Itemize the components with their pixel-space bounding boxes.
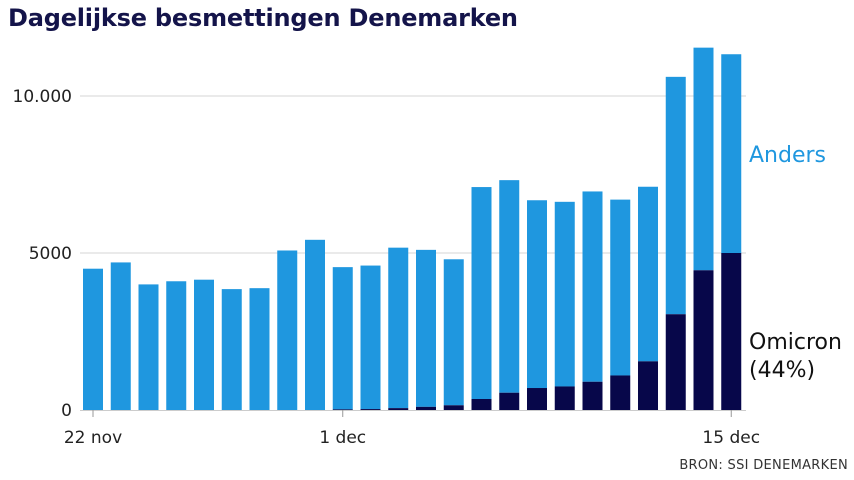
- y-tick-label: 5000: [29, 244, 72, 264]
- bar-anders: [277, 250, 298, 410]
- bar-omicron: [388, 408, 409, 410]
- bar-anders: [166, 281, 187, 410]
- bar-anders: [388, 247, 409, 409]
- bar-anders: [138, 284, 159, 410]
- bar-anders: [416, 249, 436, 407]
- bar-anders: [721, 54, 742, 253]
- bar-anders: [332, 267, 353, 410]
- bar-omicron: [665, 314, 686, 410]
- bar-omicron: [471, 399, 492, 410]
- bar-anders: [443, 259, 464, 406]
- chart-title: Dagelijkse besmettingen Denemarken: [8, 4, 518, 32]
- x-tick-label: 15 dec: [702, 428, 760, 448]
- bar-anders: [249, 288, 270, 410]
- bar-anders: [83, 268, 103, 410]
- bar-omicron: [693, 270, 714, 410]
- bar-anders: [665, 76, 686, 315]
- bars: [83, 47, 742, 410]
- bar-anders: [221, 289, 242, 410]
- bar-anders: [638, 186, 658, 362]
- y-tick-label: 0: [61, 401, 72, 421]
- bar-omicron: [527, 388, 547, 410]
- series-labels: Anders Omicron (44%): [749, 143, 842, 383]
- bar-omicron: [721, 253, 742, 410]
- axes: 0 5000 10.000 22 nov 1 dec 15 dec: [13, 87, 761, 448]
- x-tick-label: 1 dec: [319, 428, 366, 448]
- y-tick-label: 10.000: [13, 87, 72, 107]
- bar-anders: [554, 201, 575, 387]
- bar-anders: [471, 187, 492, 400]
- x-tick-label: 22 nov: [64, 428, 122, 448]
- bar-omicron: [360, 409, 381, 410]
- bar-anders: [499, 180, 520, 393]
- bar-omicron: [499, 392, 520, 410]
- bar-omicron: [332, 409, 353, 410]
- bar-anders: [582, 191, 603, 382]
- bar-omicron: [554, 386, 575, 410]
- bar-anders: [194, 279, 214, 410]
- source-note: BRON: SSI DENEMARKEN: [679, 458, 848, 473]
- bar-anders: [527, 200, 547, 389]
- bar-omicron: [582, 381, 603, 410]
- bar-anders: [693, 47, 714, 271]
- bar-omicron: [610, 375, 631, 410]
- bar-anders: [305, 239, 325, 410]
- gridlines: [80, 95, 746, 254]
- bar-anders: [360, 265, 381, 410]
- series-label-omicron-share: (44%): [749, 358, 815, 383]
- bar-omicron: [638, 361, 658, 410]
- bar-anders: [110, 262, 131, 410]
- bar-omicron: [416, 406, 436, 410]
- bar-omicron: [443, 405, 464, 410]
- series-label-anders: Anders: [749, 143, 826, 168]
- series-label-omicron: Omicron: [749, 330, 842, 355]
- bar-anders: [610, 199, 631, 376]
